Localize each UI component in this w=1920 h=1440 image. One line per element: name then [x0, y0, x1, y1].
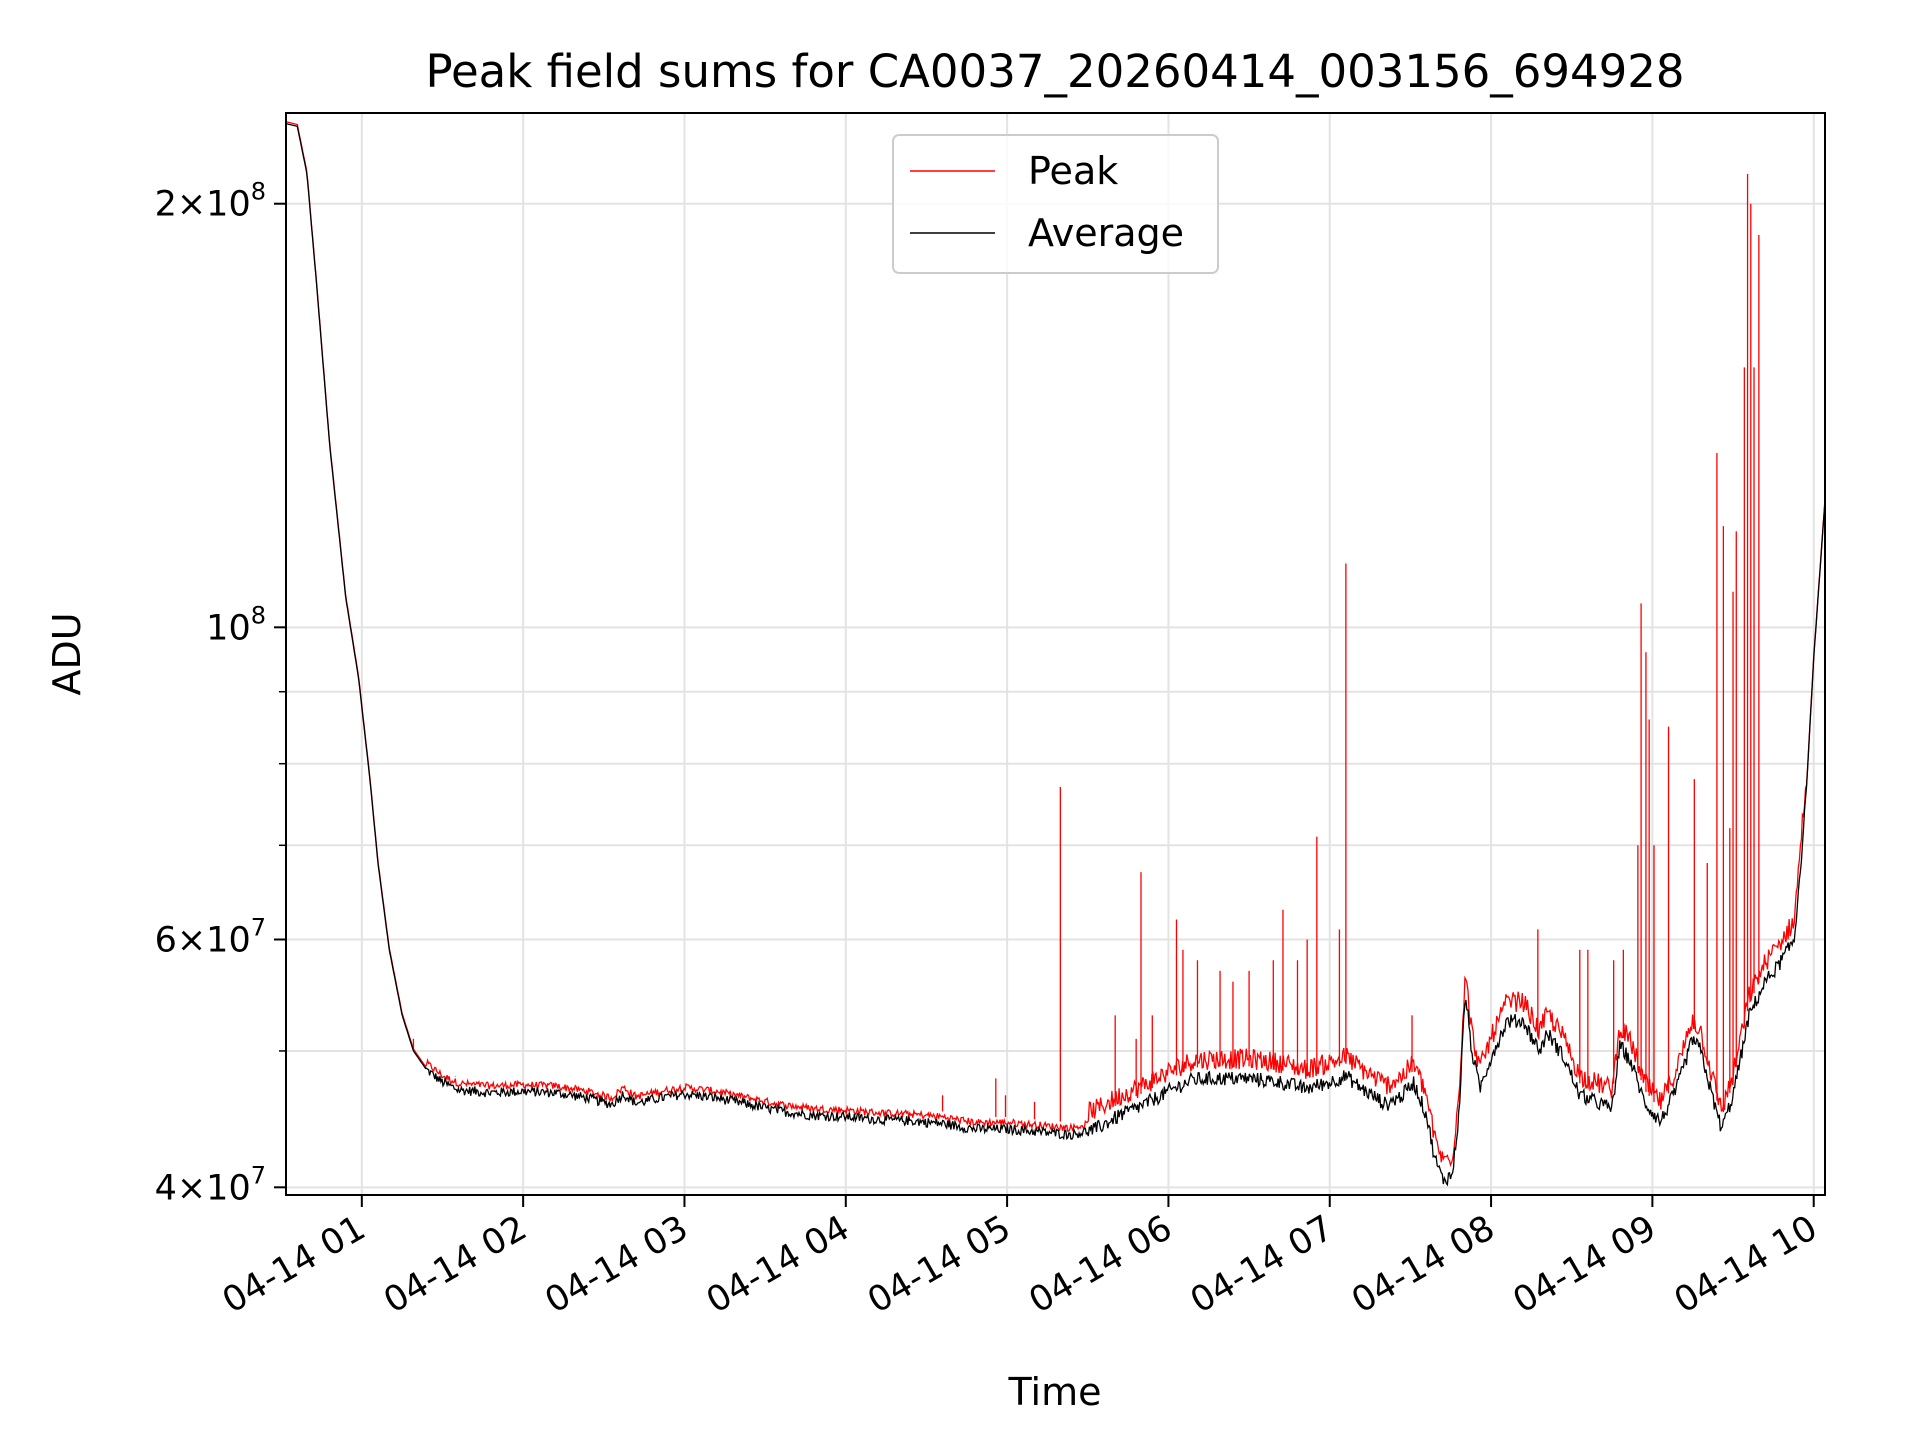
legend-average-label: Average [1028, 211, 1184, 255]
y-tick-label: 108 [206, 601, 266, 648]
legend-box [892, 134, 1219, 274]
x-tick-label: 04-14 02 [377, 1208, 533, 1321]
average-series-line [286, 122, 1825, 1187]
x-tick-label: 04-14 03 [539, 1208, 695, 1321]
x-tick-label: 04-14 06 [1023, 1208, 1179, 1321]
ticks: 04-14 01 04-14 02 04-14 03 04-14 04 04-14 05… [155, 178, 1825, 1322]
y-tick-label: 2×108 [155, 178, 266, 225]
grid [286, 113, 1825, 1195]
plot-frame [285, 112, 1826, 1196]
y-axis-label: ADU [45, 612, 89, 695]
x-axis-label: Time [1008, 1370, 1102, 1414]
peak-series-line [286, 121, 1825, 1168]
x-tick-label: 04-14 05 [861, 1208, 1017, 1321]
x-tick-label: 04-14 09 [1507, 1208, 1663, 1321]
legend: Peak Average [892, 134, 1219, 274]
x-tick-label: 04-14 07 [1184, 1208, 1340, 1321]
chart-title: Peak field sums for CA0037_20260414_0031… [425, 45, 1684, 98]
series-layer [286, 121, 1825, 1187]
x-tick-label: 04-14 01 [216, 1208, 372, 1321]
x-tick-label: 04-14 04 [700, 1208, 856, 1321]
x-tick-label: 04-14 10 [1668, 1208, 1824, 1321]
legend-peak-label: Peak [1028, 149, 1118, 193]
y-tick-label: 4×107 [155, 1161, 266, 1208]
y-tick-label: 6×107 [155, 914, 266, 961]
x-tick-label: 04-14 08 [1345, 1208, 1501, 1321]
